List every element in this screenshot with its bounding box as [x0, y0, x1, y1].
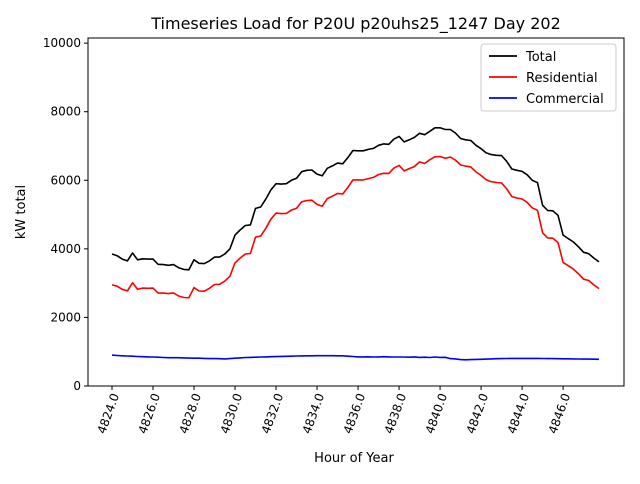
y-tick-label: 4000 [50, 242, 81, 256]
legend-label-total: Total [525, 50, 556, 65]
x-tick-label: 4842.0 [464, 391, 492, 435]
legend: Total Residential Commercial [480, 43, 617, 112]
plot-frame [87, 37, 625, 387]
y-tick-label: 2000 [50, 310, 81, 324]
y-tick-label: 0 [73, 379, 81, 393]
legend-label-residential: Residential [526, 71, 598, 86]
x-tick-label: 4828.0 [177, 391, 205, 435]
x-tick-label: 4838.0 [382, 391, 410, 435]
x-axis-label: Hour of Year [314, 451, 394, 466]
series-line-total [111, 127, 600, 271]
x-tick-label: 4844.0 [505, 391, 533, 435]
x-tick-label: 4824.0 [95, 391, 123, 435]
y-tick-label: 6000 [50, 173, 81, 187]
x-tick-label: 4840.0 [423, 391, 451, 435]
y-axis-ticks: 0 2000 4000 6000 8000 10000 [43, 36, 88, 393]
series-line-residential [111, 155, 600, 299]
x-tick-label: 4830.0 [218, 391, 246, 435]
legend-label-commercial: Commercial [526, 92, 604, 107]
x-tick-label: 4834.0 [300, 391, 328, 435]
y-tick-label: 8000 [50, 105, 81, 119]
x-tick-label: 4826.0 [136, 391, 164, 435]
series-layer [111, 127, 600, 361]
x-axis-ticks: 4824.0 4826.0 4828.0 4830.0 4832.0 4834.0 4836… [95, 386, 574, 436]
chart-title: Timeseries Load for P20U p20uhs25_1247 D… [150, 14, 561, 34]
x-tick-label: 4836.0 [341, 391, 369, 435]
series-line-commercial [111, 354, 600, 361]
y-axis-label: kW total [14, 185, 29, 239]
x-tick-label: 4846.0 [546, 391, 574, 435]
x-tick-label: 4832.0 [259, 391, 287, 435]
y-tick-label: 10000 [43, 36, 81, 50]
legend-frame [480, 43, 617, 112]
